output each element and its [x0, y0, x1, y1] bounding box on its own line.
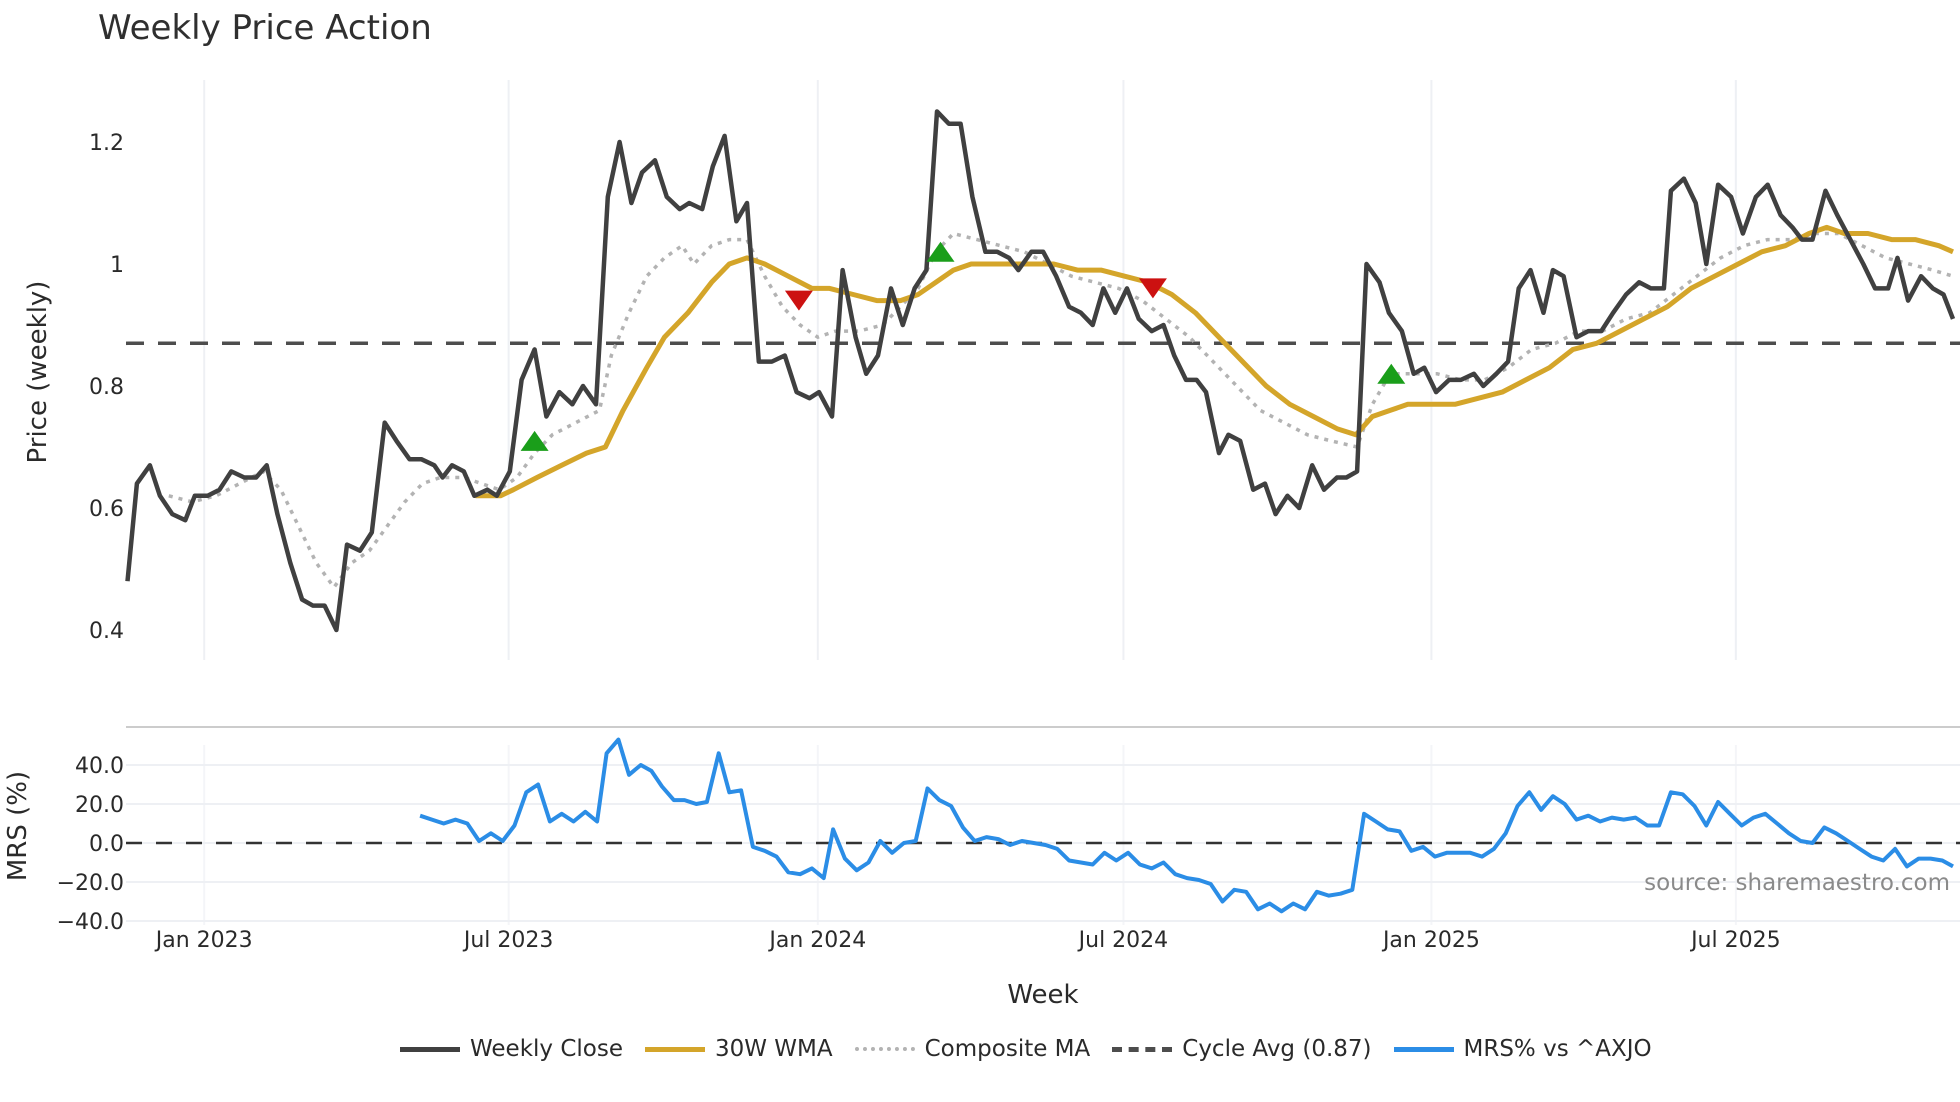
legend-label: 30W WMA: [714, 1036, 833, 1062]
mrs-y-tick-label: −20.0: [57, 871, 124, 896]
buy-signal-triangle-icon: [1377, 363, 1406, 384]
x-axis-ticks: Jan 2023 Jul 2023 Jan 2024 Jul 2024 Jan 2025…: [154, 928, 1781, 953]
x-tick-label: Jan 2024: [767, 928, 866, 953]
composite-swatch-icon: [854, 1047, 915, 1051]
wma-swatch-icon: [644, 1046, 705, 1052]
mrs-y-tick-label: −40.0: [57, 910, 124, 935]
x-tick-label: Jan 2025: [1381, 928, 1480, 953]
legend-item-cycle[interactable]: Cycle Avg (0.87): [1112, 1036, 1372, 1062]
x-tick-label: Jul 2023: [462, 928, 554, 953]
wma-line: [475, 224, 1954, 499]
close-line: [125, 109, 1956, 633]
composite-line: [168, 231, 1954, 590]
chart-title: Weekly Price Action: [98, 8, 432, 48]
x-tick-label: Jul 2024: [1077, 928, 1169, 953]
main-y-tick-label: 0.6: [89, 497, 124, 522]
mrs-y-tick-label: 20.0: [75, 793, 124, 818]
mrs-y-tick-label: 0.0: [89, 832, 124, 857]
x-tick-label: Jan 2023: [154, 928, 253, 953]
signal-markers: [520, 241, 1406, 451]
main-y-axis-title: Price (weekly): [23, 281, 53, 464]
legend-item-mrs[interactable]: MRS% vs ^AXJO: [1393, 1036, 1652, 1062]
mrs-series: [419, 737, 1954, 914]
mrs-y-axis-title: MRS (%): [3, 771, 33, 881]
source-watermark: source: sharemaestro.com: [1644, 870, 1950, 896]
legend: Weekly Close 30W WMA Composite MA Cycle Avg…: [400, 1036, 1652, 1062]
sell-signal-triangle-icon: [1138, 278, 1167, 299]
legend-label: Weekly Close: [470, 1036, 623, 1062]
x-axis-title: Week: [1007, 980, 1078, 1010]
legend-item-composite[interactable]: Composite MA: [854, 1036, 1091, 1062]
buy-signal-triangle-icon: [520, 430, 549, 451]
legend-label: Cycle Avg (0.87): [1182, 1036, 1372, 1062]
main-y-tick-label: 1.2: [89, 131, 124, 156]
x-tick-label: Jul 2025: [1689, 928, 1781, 953]
legend-item-wma[interactable]: 30W WMA: [644, 1036, 833, 1062]
main-y-tick-label: 1: [110, 253, 124, 278]
main-y-axis-ticks: 0.4 0.6 0.8 1 1.2: [89, 131, 124, 644]
main-y-tick-label: 0.4: [89, 619, 124, 644]
mrs-swatch-icon: [1393, 1046, 1454, 1052]
cycle-swatch-icon: [1112, 1046, 1173, 1052]
mrs-line: [419, 737, 1954, 914]
legend-label: MRS% vs ^AXJO: [1463, 1036, 1652, 1062]
buy-signal-triangle-icon: [926, 241, 955, 262]
mrs-y-tick-label: 40.0: [75, 754, 124, 779]
sell-signal-triangle-icon: [784, 290, 813, 311]
price-series: [125, 109, 1956, 633]
close-swatch-icon: [400, 1046, 460, 1052]
legend-label: Composite MA: [924, 1036, 1091, 1062]
legend-item-close[interactable]: Weekly Close: [400, 1036, 623, 1062]
main-y-tick-label: 0.8: [89, 375, 124, 400]
mrs-y-axis-ticks: −40.0 −20.0 0.0 20.0 40.0: [57, 754, 124, 935]
